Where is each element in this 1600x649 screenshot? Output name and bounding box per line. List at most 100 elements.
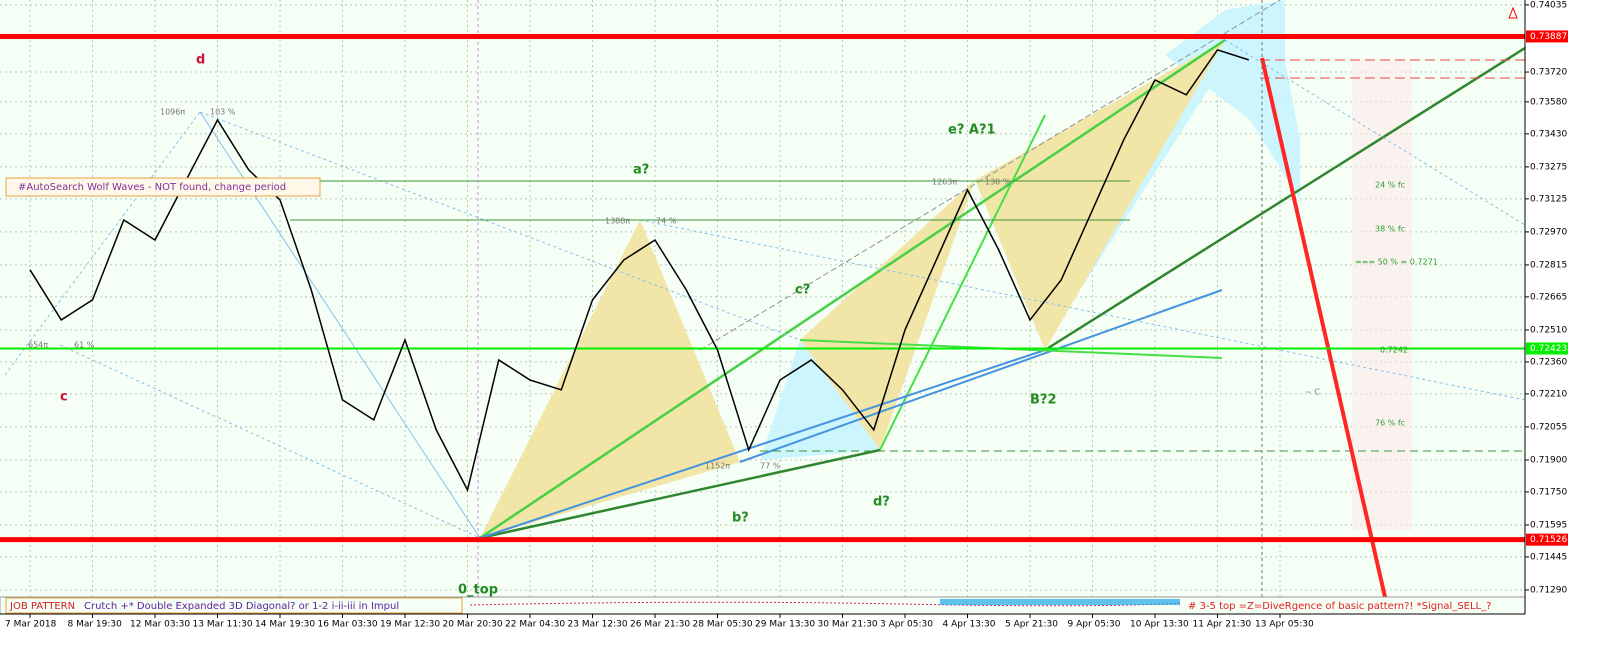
wave-label: B?2	[1030, 393, 1057, 408]
y-tick-label: 0.71750	[1530, 487, 1567, 497]
wave-label: d?	[873, 495, 890, 510]
x-tick-label: 26 Mar 21:30	[630, 620, 690, 630]
wave-label: b?	[732, 511, 749, 526]
x-tick-label: 13 Mar 11:30	[193, 620, 253, 630]
signal-text: # 3-5 top =Z=DivеRgence of basic pattern…	[1188, 601, 1491, 612]
y-tick-label: 0.72815	[1530, 260, 1567, 270]
trend-line	[739, 289, 1223, 463]
fib-label: ~ C	[1305, 388, 1320, 397]
trend-line	[199, 111, 801, 341]
level-tag	[1526, 342, 1568, 355]
indicator-panel: JOB PATTERN Crutch +* Double Expanded 3D…	[0, 596, 1526, 615]
x-tick-label: 16 Mar 03:30	[318, 620, 378, 630]
y-tick-label: 0.73275	[1530, 162, 1567, 172]
pct-label: 103 %	[210, 108, 236, 117]
x-tick-label: 5 Apr 21:30	[1005, 620, 1058, 630]
pct-label: 74 %	[656, 217, 677, 226]
x-tick-label: 7 Mar 2018	[5, 620, 57, 630]
patterns	[4, 0, 1526, 598]
zone	[480, 220, 740, 538]
target-zone	[1352, 60, 1412, 530]
fib-label: === 50 % = 0.7271	[1355, 258, 1438, 267]
price-layer	[0, 33, 1525, 543]
x-tick-label: 13 Apr 05:30	[1255, 620, 1314, 630]
indicator-hist	[940, 599, 1180, 605]
annotations: d c a? b? c? d? e? A?1 B?2 0_top #AutoSe…	[5, 53, 1438, 598]
trend-line	[479, 349, 1046, 539]
x-tick-label: 20 Mar 20:30	[443, 620, 503, 630]
y-tick-label: 0.71900	[1530, 455, 1567, 465]
y-tick-label: 0.73430	[1530, 129, 1567, 139]
x-tick-label: 22 Mar 04:30	[505, 620, 565, 630]
trend-line	[479, 38, 1226, 540]
y-tick-label: 0.72055	[1530, 422, 1567, 432]
indicator-line	[469, 601, 1181, 607]
x-tick-label: 28 Mar 05:30	[693, 620, 753, 630]
x-tick-label: 4 Apr 13:30	[943, 620, 996, 630]
trend-line	[639, 219, 1526, 401]
zone	[760, 340, 880, 460]
level-tag	[1526, 30, 1568, 43]
pip-label: 1096π	[160, 108, 185, 117]
x-tick-label: 12 Mar 03:30	[130, 620, 190, 630]
axes: 0.74035 0.73720 0.73580 0.73430 0.73275 0.731…	[5, 0, 1568, 630]
x-tick-label: 14 Mar 19:30	[255, 620, 315, 630]
pattern-label: JOB PATTERN	[9, 601, 75, 612]
fib-label: 0.7242	[1380, 346, 1408, 355]
x-tick-label: 9 Apr 05:30	[1068, 620, 1121, 630]
pip-label: 654π	[28, 341, 48, 350]
y-tick-label: 0.73720	[1530, 68, 1567, 78]
pip-label: 1152π	[705, 462, 730, 471]
level-label: 0.72423	[1530, 344, 1567, 354]
pip-label: 1388π	[605, 217, 630, 226]
pattern-text: Crutch +* Double Expanded 3D Diagonal? o…	[84, 601, 399, 612]
plot-bg	[0, 0, 1525, 597]
wave-label: e? A?1	[948, 123, 996, 138]
arrow-icon	[1508, 6, 1518, 19]
x-tick-label: 8 Mar 19:30	[68, 620, 123, 630]
y-tick-label: 0.72510	[1530, 325, 1567, 335]
wave-label: a?	[633, 163, 649, 178]
zone	[1165, 0, 1300, 200]
zone	[800, 180, 975, 450]
level-tag	[1526, 533, 1568, 546]
pct-label: 77 %	[760, 462, 781, 471]
trend-line	[59, 344, 481, 539]
y-tick-label: 0.72970	[1530, 227, 1567, 237]
wave-label: c	[60, 390, 68, 405]
fib-label: 24 % fc	[1375, 181, 1405, 190]
trend-line	[479, 448, 881, 540]
y-tick-label: 0.71445	[1530, 552, 1567, 562]
wave-label: d	[196, 53, 205, 68]
trend-line	[879, 114, 1046, 451]
pct-label: 130 %	[985, 178, 1011, 187]
y-tick-label: 0.71290	[1530, 585, 1567, 595]
trend-line	[699, 0, 1281, 351]
wave-label: c?	[795, 283, 810, 298]
y-tick-label: 0.74035	[1530, 0, 1567, 10]
y-tick-label: 0.72360	[1530, 357, 1567, 367]
fib-label: 76 % fc	[1375, 419, 1405, 428]
trend-line	[1044, 46, 1526, 352]
zone	[975, 40, 1225, 350]
fib-label: 38 % fc	[1375, 225, 1405, 234]
pct-label: 61 %	[74, 341, 95, 350]
level-label: 0.73887	[1530, 32, 1567, 42]
x-tick-label: 3 Apr 05:30	[880, 620, 933, 630]
y-tick-label: 0.73125	[1530, 194, 1567, 204]
y-tick-label: 0.72210	[1530, 389, 1567, 399]
x-tick-label: 29 Mar 13:30	[755, 620, 815, 630]
y-tick-label: 0.72665	[1530, 292, 1567, 302]
x-tick-label: 10 Apr 13:30	[1130, 620, 1189, 630]
x-tick-label: 30 Mar 21:30	[818, 620, 878, 630]
trend-line	[4, 111, 201, 376]
level-label: 0.71526	[1530, 535, 1567, 545]
projection	[1260, 57, 1387, 598]
wave-label: 0_top	[458, 583, 498, 598]
x-tick-label: 19 Mar 12:30	[380, 620, 440, 630]
x-tick-label: 23 Mar 12:30	[568, 620, 628, 630]
info-text: #AutoSearch Wolf Waves - NOT found, chan…	[18, 182, 286, 193]
price-line	[29, 48, 1249, 493]
pattern-box	[5, 597, 463, 614]
